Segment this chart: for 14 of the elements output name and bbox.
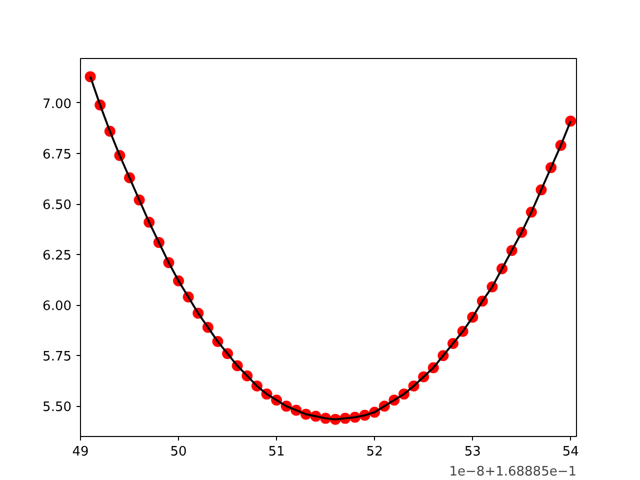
y-tick-label: 5.75 <box>42 350 72 365</box>
y-tick-label: 6.75 <box>42 148 72 163</box>
y-tick-label: 6.25 <box>42 248 72 264</box>
x-tick-label: 53 <box>464 444 481 460</box>
y-tick-label: 6.50 <box>42 198 72 214</box>
x-tick-label: 50 <box>170 444 187 460</box>
x-tick-label: 52 <box>366 444 383 460</box>
y-tick-label: 6.00 <box>42 299 72 314</box>
x-tick-label: 49 <box>72 444 89 460</box>
x-tick-label: 54 <box>562 444 579 460</box>
y-tick-label: 5.50 <box>42 400 72 416</box>
text: 1e−8+1.68885e−1 <box>449 464 577 480</box>
x-tick-label: 51 <box>268 444 285 460</box>
y-tick-label: 7.00 <box>42 96 72 112</box>
